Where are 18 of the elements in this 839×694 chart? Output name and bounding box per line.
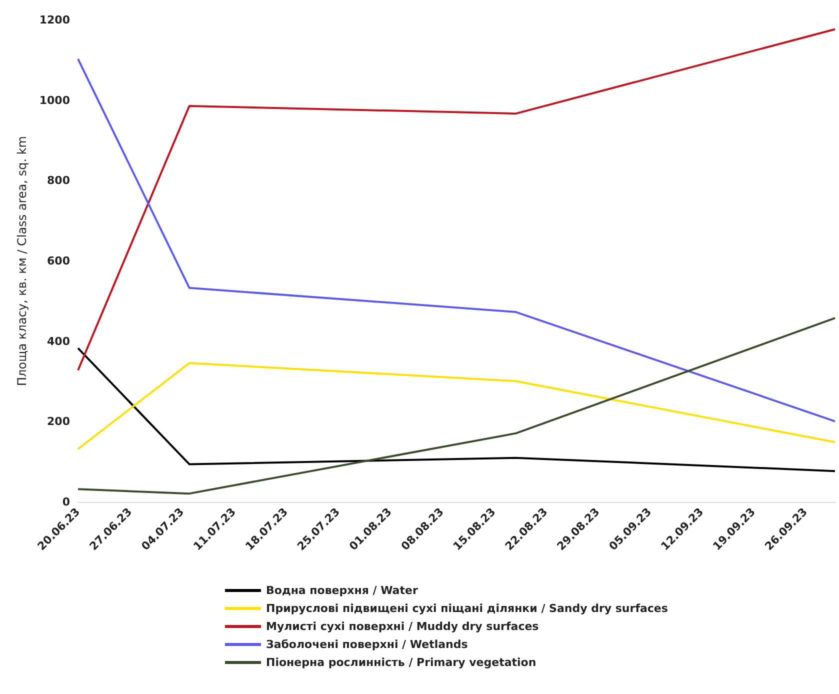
y-tick-label: 800	[47, 174, 70, 188]
y-tick-label: 200	[47, 415, 70, 428]
y-tick-label: 0	[62, 496, 70, 508]
legend-label: Заболочені поверхні / Wetlands	[266, 638, 468, 651]
y-tick-label: 1200	[39, 14, 70, 26]
y-tick-label: 400	[47, 334, 70, 348]
line-series	[77, 362, 836, 450]
line-series	[77, 28, 836, 372]
line-series	[77, 58, 836, 422]
legend-label: Піонерна рослинність / Primary vegetation	[266, 656, 536, 669]
legend-label: Прируслові підвищені сухі піщані ділянки / Sandy dry surfaces	[266, 602, 668, 615]
y-tick-label: 1000	[39, 94, 70, 107]
y-tick-label: 600	[47, 254, 70, 268]
y-axis-title: Площа класу, кв. км / Class area, sq. km	[15, 136, 29, 386]
legend-label: Мулисті сухі поверхні / Muddy dry surfaces	[266, 620, 540, 633]
line-series	[77, 347, 836, 472]
legend-label: Водна поверхня / Water	[266, 584, 418, 597]
line-series	[77, 317, 836, 495]
